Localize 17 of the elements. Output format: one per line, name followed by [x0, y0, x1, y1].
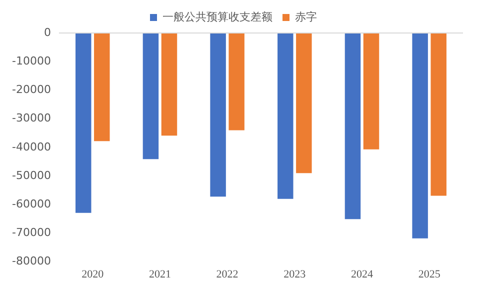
y-tick-label: -30000: [12, 112, 51, 125]
x-tick-label: 2024: [350, 268, 374, 280]
x-tick-label: 2022: [216, 268, 238, 280]
x-tick-label: 2023: [284, 268, 306, 280]
legend-label: 一般公共预算收支差额: [162, 10, 272, 24]
y-tick-label: -10000: [12, 54, 51, 68]
legend-label: 赤字: [295, 10, 317, 24]
y-tick-label: -20000: [12, 83, 51, 96]
x-tick-label: 2021: [148, 268, 171, 280]
y-tick-label: -60000: [12, 197, 51, 210]
y-tick-label: -70000: [12, 226, 51, 240]
x-tick-label: 2025: [418, 268, 441, 280]
y-tick-label: 0: [44, 26, 51, 39]
x-tick-label: 2020: [82, 268, 104, 280]
y-tick-label: -50000: [12, 168, 51, 182]
y-tick-label: -40000: [12, 140, 51, 154]
y-tick-label: -80000: [12, 254, 51, 268]
